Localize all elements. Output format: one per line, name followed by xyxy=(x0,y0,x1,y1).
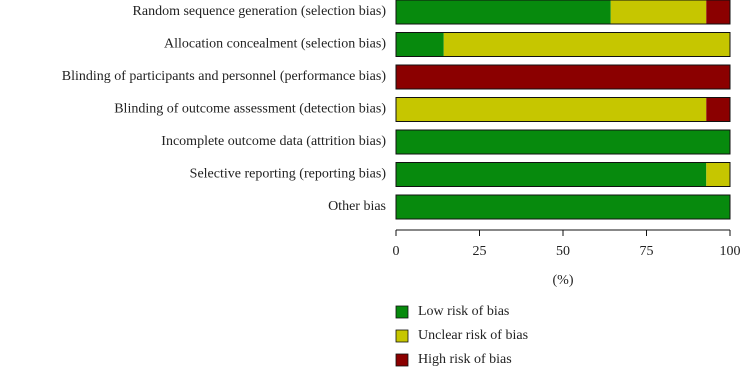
bar-outline xyxy=(395,64,731,90)
bar-outline xyxy=(395,32,731,57)
bar-segment xyxy=(396,195,730,219)
bar-segment xyxy=(396,162,707,187)
x-axis-label: (%) xyxy=(553,273,574,288)
bar-outline xyxy=(395,194,731,220)
bar-segment xyxy=(396,0,611,24)
bar-segment xyxy=(706,0,730,24)
category-label: Incomplete outcome data (attrition bias) xyxy=(161,134,386,149)
bar-outline xyxy=(395,0,731,25)
legend-swatch xyxy=(395,305,409,319)
bar-segment xyxy=(706,162,730,187)
category-label: Allocation concealment (selection bias) xyxy=(164,37,386,52)
bar-outline xyxy=(395,162,731,187)
legend-swatch xyxy=(395,329,409,343)
x-tick-label: 0 xyxy=(393,244,400,259)
x-tick-label: 25 xyxy=(473,244,487,259)
category-label: Other bias xyxy=(328,199,386,214)
bar-segment xyxy=(396,65,730,89)
bar-segment xyxy=(396,97,707,122)
legend-label: High risk of bias xyxy=(418,352,512,367)
x-tick-label: 75 xyxy=(640,244,654,259)
category-label: Blinding of outcome assessment (detectio… xyxy=(114,102,386,117)
category-label: Random sequence generation (selection bi… xyxy=(133,4,387,19)
bar-segment xyxy=(396,130,730,154)
x-tick-label: 100 xyxy=(720,244,740,259)
bar-outline xyxy=(395,97,731,122)
bar-segment xyxy=(443,32,730,57)
legend-swatch xyxy=(395,353,409,367)
x-tick-label: 50 xyxy=(556,244,570,259)
legend-label: Low risk of bias xyxy=(418,304,509,319)
bar-outline xyxy=(395,129,731,155)
category-label: Blinding of participants and personnel (… xyxy=(62,69,387,84)
legend-label: Unclear risk of bias xyxy=(418,328,528,343)
bar-segment xyxy=(706,97,730,122)
bar-segment xyxy=(610,0,707,24)
category-label: Selective reporting (reporting bias) xyxy=(190,167,387,182)
bar-segment xyxy=(396,32,444,57)
